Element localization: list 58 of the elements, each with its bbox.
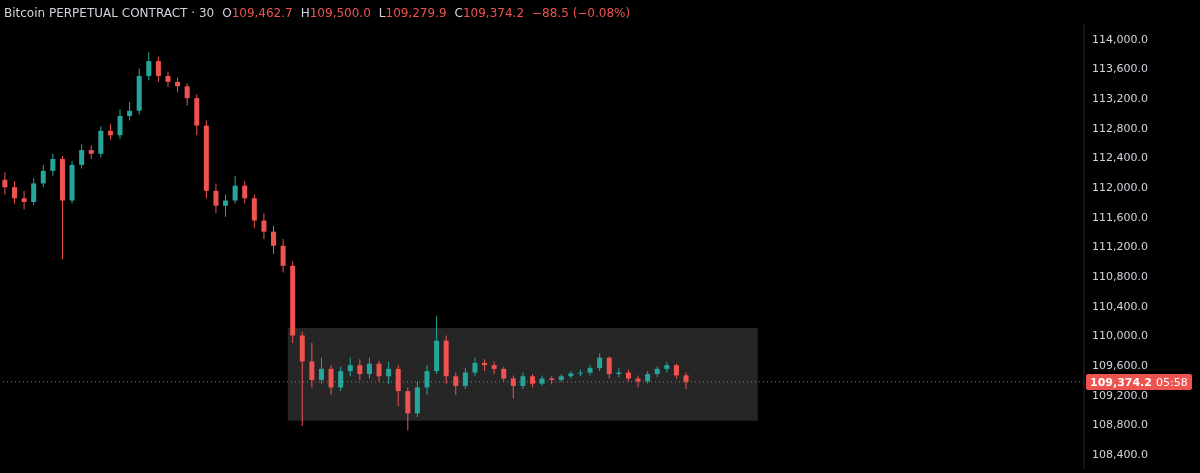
candlestick <box>472 357 478 377</box>
y-tick-label: 113,200.0 <box>1092 92 1148 106</box>
y-tick-label: 113,600.0 <box>1092 62 1148 76</box>
candlestick <box>40 164 46 188</box>
y-tick-label: 110,000.0 <box>1092 329 1148 343</box>
candlestick <box>405 386 411 431</box>
candlestick <box>280 238 286 273</box>
candlestick <box>2 171 8 196</box>
text: 05:58 <box>1156 375 1188 389</box>
candlestick <box>79 143 85 170</box>
candlestick <box>31 177 37 206</box>
y-tick-label: 109,200.0 <box>1092 388 1148 402</box>
y-tick-label: 110,800.0 <box>1092 270 1148 284</box>
candlestick <box>261 212 267 240</box>
y-tick-label: 109,600.0 <box>1092 359 1148 373</box>
candlestick <box>155 56 161 83</box>
y-tick-label: 112,000.0 <box>1092 181 1148 195</box>
y-tick-label: 112,400.0 <box>1092 151 1148 165</box>
candlestick <box>366 357 372 380</box>
candlestick <box>146 51 152 81</box>
y-tick-label: 108,400.0 <box>1092 448 1148 462</box>
candlestick <box>251 194 257 229</box>
y-tick-label: 112,800.0 <box>1092 121 1148 135</box>
candlestick <box>127 101 133 121</box>
candlestick <box>424 364 430 396</box>
y-tick-label: 111,600.0 <box>1092 210 1148 224</box>
candlestick <box>568 370 574 380</box>
text: O109,462.7 <box>222 6 293 20</box>
candlestick <box>165 70 171 88</box>
candlestick <box>462 367 468 390</box>
candlestick <box>318 357 324 385</box>
candlestick <box>213 182 219 214</box>
candlestick <box>98 125 104 158</box>
chart-title: Bitcoin PERPETUAL CONTRACT · 30 <box>4 6 215 20</box>
candlestick <box>21 190 27 210</box>
candlestick <box>338 366 344 392</box>
text: −88.5 (−0.08%) <box>532 6 631 20</box>
y-tick-label: 108,800.0 <box>1092 418 1148 432</box>
y-tick-label: 114,000.0 <box>1092 32 1148 46</box>
ref-line-label: 109,374.2 <box>1090 375 1152 389</box>
text: L109,279.9 <box>378 6 447 20</box>
candlestick <box>386 360 392 385</box>
candlestick <box>223 194 229 218</box>
candlestick <box>587 364 593 377</box>
candlestick <box>242 180 248 204</box>
y-tick-label: 111,200.0 <box>1092 240 1148 254</box>
candlestick <box>271 225 276 255</box>
text: H109,500.0 <box>300 6 371 20</box>
candlestick <box>606 355 612 380</box>
candlestick <box>347 357 353 377</box>
candlestick <box>491 360 497 375</box>
candlestick <box>232 175 238 204</box>
candlestick <box>184 82 190 107</box>
candlestick <box>50 153 56 177</box>
candlestick <box>117 108 123 140</box>
candlestick <box>11 180 17 204</box>
y-tick-label: 110,400.0 <box>1092 299 1148 313</box>
text: C109,374.2 <box>454 6 525 20</box>
